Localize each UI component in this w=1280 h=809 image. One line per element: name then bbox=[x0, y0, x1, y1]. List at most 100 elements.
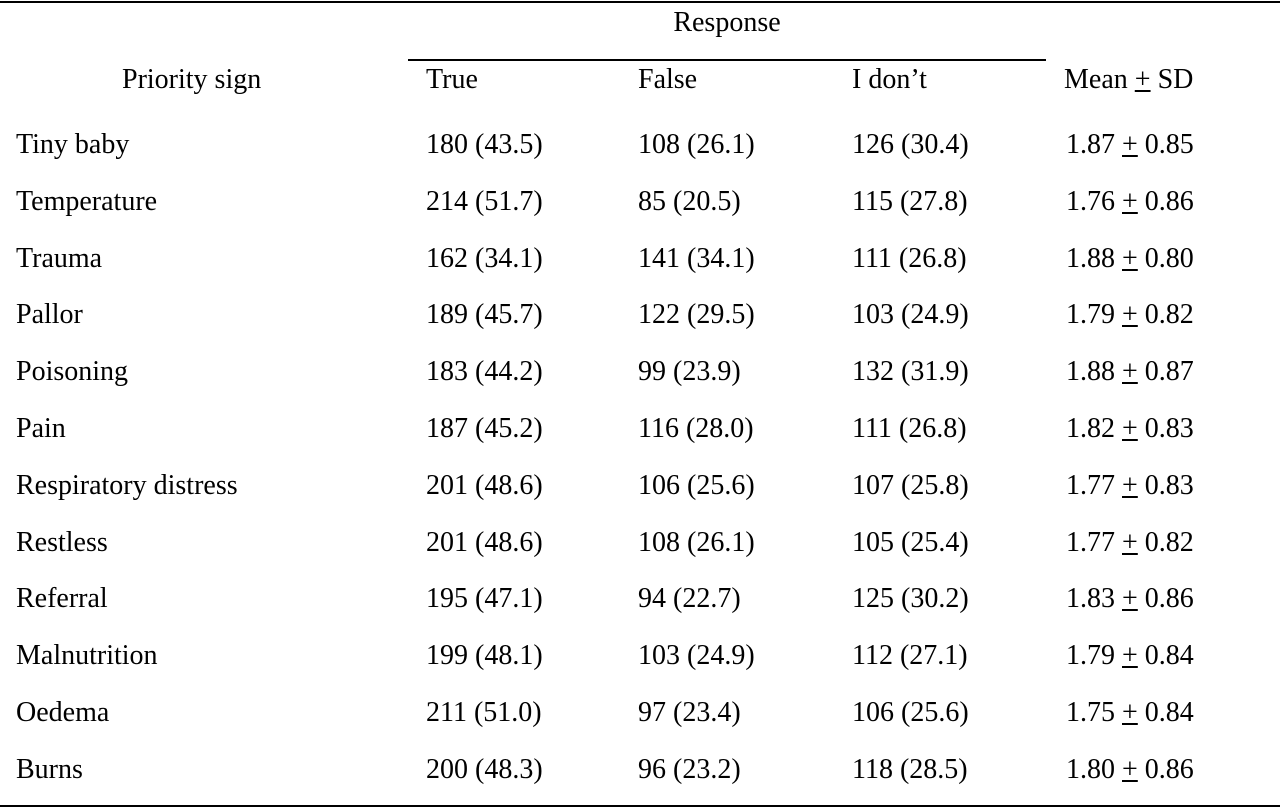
false-count-cell: 97 (23.4) bbox=[638, 697, 741, 728]
false-count-cell: 108 (26.1) bbox=[638, 526, 755, 558]
i-dont-count-cell: 111 (26.8) bbox=[852, 413, 967, 444]
mean-sd-cell: 1.75 + 0.84 bbox=[1066, 697, 1194, 729]
mean-value: 1.79 bbox=[1066, 640, 1115, 672]
plus-minus-symbol: + bbox=[1122, 583, 1138, 615]
plus-minus-symbol: + bbox=[1122, 185, 1138, 217]
sd-value: 0.84 bbox=[1144, 697, 1194, 728]
mean-value: 1.82 bbox=[1066, 413, 1115, 444]
priority-sign-cell: Malnutrition bbox=[16, 640, 158, 672]
table-row: Pain 187 (45.2) 116 (28.0) 111 (26.8) 1.82 +… bbox=[0, 413, 1280, 453]
mean-sd-cell: 1.83 + 0.86 bbox=[1066, 583, 1194, 615]
table-row: Tiny baby 180 (43.5) 108 (26.1) 126 (30.4) 1… bbox=[0, 129, 1280, 169]
mean-value: 1.76 bbox=[1066, 185, 1115, 217]
i-dont-count-cell: 125 (30.2) bbox=[852, 583, 969, 615]
i-dont-count-cell: 106 (25.6) bbox=[852, 697, 969, 728]
true-count-cell: 211 (51.0) bbox=[426, 697, 542, 728]
mean-value: 1.83 bbox=[1066, 583, 1115, 615]
priority-sign-cell: Oedema bbox=[16, 697, 110, 728]
i-dont-count-cell: 112 (27.1) bbox=[852, 640, 968, 672]
false-count-cell: 85 (20.5) bbox=[638, 185, 741, 217]
false-count-cell: 94 (22.7) bbox=[638, 583, 741, 615]
false-count-cell: 103 (24.9) bbox=[638, 640, 755, 672]
priority-sign-cell: Pain bbox=[16, 413, 66, 444]
table-row: Temperature 214 (51.7) 85 (20.5) 115 (27.8)… bbox=[0, 186, 1280, 226]
table-row: Restless 201 (48.6) 108 (26.1) 105 (25.4) 1.… bbox=[0, 527, 1280, 567]
false-count-cell: 108 (26.1) bbox=[638, 129, 755, 160]
mean-sd-cell: 1.76 + 0.86 bbox=[1066, 186, 1194, 218]
priority-sign-cell: Restless bbox=[16, 526, 108, 558]
sd-value: 0.86 bbox=[1144, 583, 1194, 615]
i-dont-count-cell: 105 (25.4) bbox=[852, 526, 969, 558]
table-row: Trauma 162 (34.1) 141 (34.1) 111 (26.8) 1.88… bbox=[0, 243, 1280, 283]
true-count-cell: 183 (44.2) bbox=[426, 356, 543, 388]
header-false: False bbox=[638, 64, 698, 95]
sd-value: 0.86 bbox=[1144, 753, 1194, 785]
response-rule bbox=[408, 59, 1046, 61]
sd-value: 0.84 bbox=[1144, 640, 1194, 672]
mean-value: 1.75 bbox=[1066, 697, 1115, 728]
true-count-cell: 180 (43.5) bbox=[426, 129, 543, 160]
sd-value: 0.82 bbox=[1144, 526, 1194, 558]
plus-minus-symbol: + bbox=[1122, 242, 1138, 274]
false-count-cell: 99 (23.9) bbox=[638, 356, 741, 388]
true-count-cell: 187 (45.2) bbox=[426, 413, 543, 444]
i-dont-count-cell: 126 (30.4) bbox=[852, 129, 969, 160]
mean-value: 1.77 bbox=[1066, 526, 1115, 558]
mean-value: 1.77 bbox=[1066, 469, 1115, 501]
true-count-cell: 214 (51.7) bbox=[426, 185, 543, 217]
mean-value: 1.88 bbox=[1066, 356, 1115, 388]
sd-value: 0.82 bbox=[1144, 299, 1194, 331]
true-count-cell: 201 (48.6) bbox=[426, 526, 543, 558]
plus-minus-symbol: + bbox=[1122, 413, 1138, 444]
priority-sign-cell: Temperature bbox=[16, 185, 158, 217]
header-true: True bbox=[426, 64, 478, 95]
priority-sign-cell: Tiny baby bbox=[16, 129, 130, 160]
sd-value: 0.86 bbox=[1144, 185, 1194, 217]
mean-value: 1.87 bbox=[1066, 129, 1115, 160]
header-i-dont: I don’t bbox=[852, 64, 927, 95]
false-count-cell: 141 (34.1) bbox=[638, 242, 755, 274]
true-count-cell: 200 (48.3) bbox=[426, 753, 543, 785]
mean-sd-cell: 1.77 + 0.83 bbox=[1066, 470, 1194, 502]
plus-minus-symbol: + bbox=[1122, 129, 1138, 160]
true-count-cell: 199 (48.1) bbox=[426, 640, 543, 672]
bottom-rule bbox=[0, 805, 1280, 807]
priority-sign-cell: Burns bbox=[16, 753, 83, 785]
false-count-cell: 106 (25.6) bbox=[638, 469, 755, 501]
mean-sd-cell: 1.88 + 0.87 bbox=[1066, 356, 1194, 388]
plus-minus-symbol: + bbox=[1122, 526, 1138, 558]
true-count-cell: 201 (48.6) bbox=[426, 469, 543, 501]
plus-minus-symbol: + bbox=[1122, 356, 1138, 388]
priority-sign-cell: Pallor bbox=[16, 299, 83, 331]
priority-sign-cell: Poisoning bbox=[16, 356, 129, 388]
mean-sd-cell: 1.87 + 0.85 bbox=[1066, 129, 1194, 161]
mean-sd-cell: 1.88 + 0.80 bbox=[1066, 243, 1194, 275]
mean-sd-cell: 1.77 + 0.82 bbox=[1066, 527, 1194, 559]
sd-value: 0.83 bbox=[1144, 469, 1194, 501]
i-dont-count-cell: 118 (28.5) bbox=[852, 753, 968, 785]
false-count-cell: 116 (28.0) bbox=[638, 413, 754, 444]
table-row: Poisoning 183 (44.2) 99 (23.9) 132 (31.9) 1.… bbox=[0, 356, 1280, 396]
priority-sign-cell: Trauma bbox=[16, 242, 103, 274]
true-count-cell: 195 (47.1) bbox=[426, 583, 543, 615]
table-row: Pallor 189 (45.7) 122 (29.5) 103 (24.9) 1.79… bbox=[0, 299, 1280, 339]
mean-sd-cell: 1.79 + 0.82 bbox=[1066, 299, 1194, 331]
header-priority-sign: Priority sign bbox=[122, 64, 262, 95]
header-response: Response bbox=[673, 7, 781, 38]
i-dont-count-cell: 103 (24.9) bbox=[852, 299, 969, 331]
true-count-cell: 162 (34.1) bbox=[426, 242, 543, 274]
table-row: Referral 195 (47.1) 94 (22.7) 125 (30.2) 1.8… bbox=[0, 583, 1280, 623]
sd-value: 0.83 bbox=[1144, 413, 1194, 444]
i-dont-count-cell: 115 (27.8) bbox=[852, 185, 968, 217]
i-dont-count-cell: 132 (31.9) bbox=[852, 356, 969, 388]
header-mean-sd: Mean + SD bbox=[1064, 64, 1193, 96]
i-dont-count-cell: 111 (26.8) bbox=[852, 242, 967, 274]
true-count-cell: 189 (45.7) bbox=[426, 299, 543, 331]
table-row: Burns 200 (48.3) 96 (23.2) 118 (28.5) 1.80 +… bbox=[0, 754, 1280, 794]
plus-minus-symbol: + bbox=[1122, 753, 1138, 785]
priority-sign-cell: Respiratory distress bbox=[16, 469, 238, 501]
plus-minus-symbol: + bbox=[1122, 640, 1138, 672]
plus-minus-symbol: + bbox=[1134, 64, 1151, 95]
table-row: Respiratory distress 201 (48.6) 106 (25.6)… bbox=[0, 470, 1280, 510]
mean-value: 1.88 bbox=[1066, 242, 1115, 274]
